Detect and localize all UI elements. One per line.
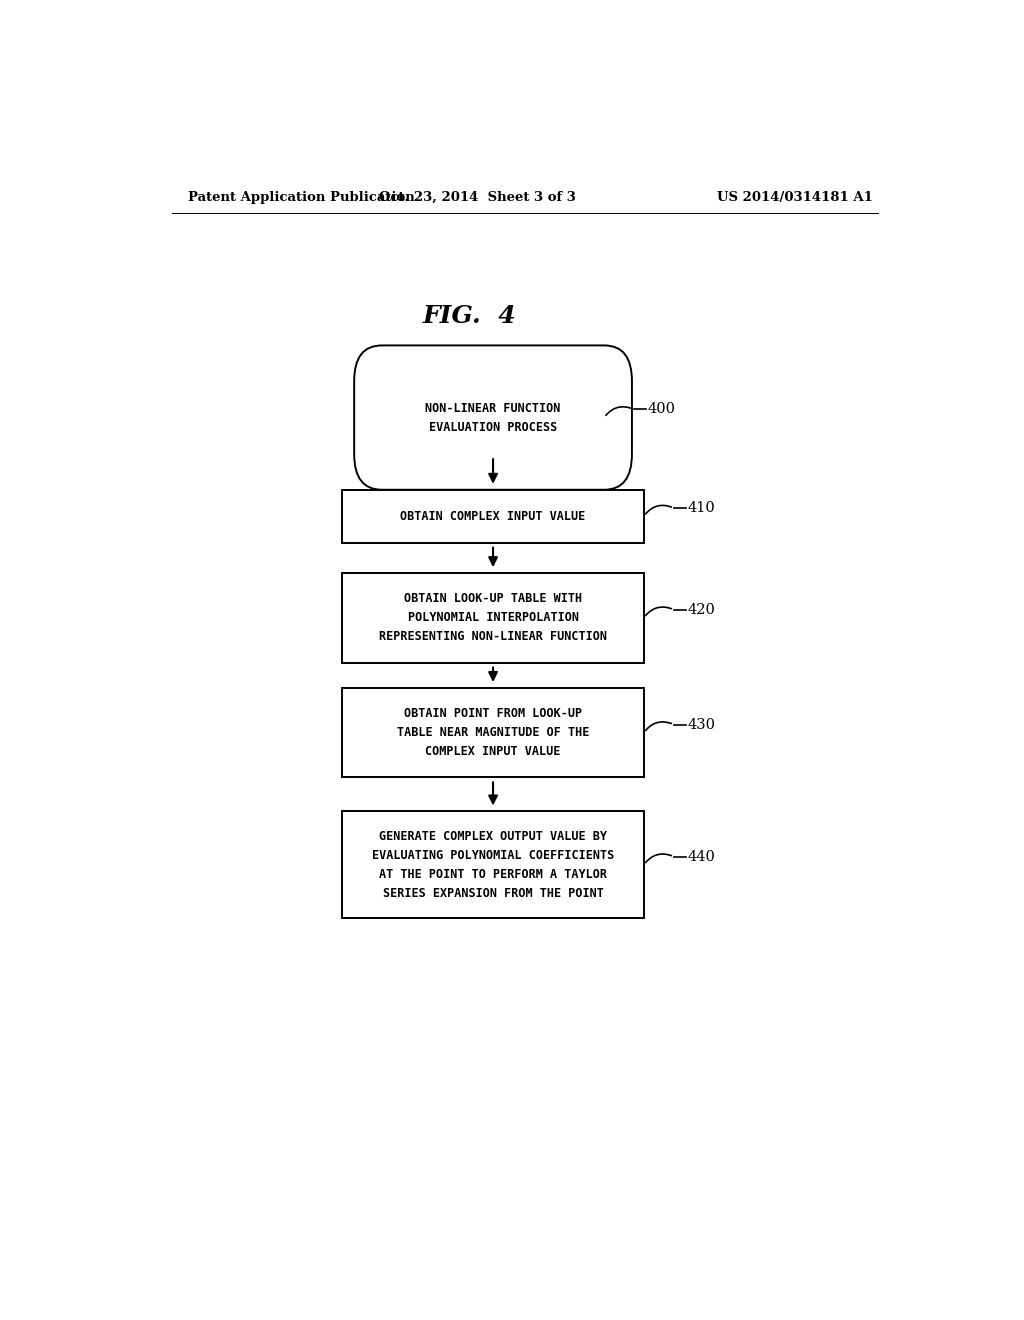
- Text: Patent Application Publication: Patent Application Publication: [187, 190, 415, 203]
- Text: GENERATE COMPLEX OUTPUT VALUE BY
EVALUATING POLYNOMIAL COEFFICIENTS
AT THE POINT: GENERATE COMPLEX OUTPUT VALUE BY EVALUAT…: [372, 830, 614, 900]
- Text: 430: 430: [687, 718, 716, 731]
- Text: US 2014/0314181 A1: US 2014/0314181 A1: [717, 190, 872, 203]
- FancyBboxPatch shape: [354, 346, 632, 490]
- Text: 410: 410: [687, 502, 715, 515]
- Text: OBTAIN LOOK-UP TABLE WITH
POLYNOMIAL INTERPOLATION
REPRESENTING NON-LINEAR FUNCT: OBTAIN LOOK-UP TABLE WITH POLYNOMIAL INT…: [379, 593, 607, 643]
- Text: OBTAIN COMPLEX INPUT VALUE: OBTAIN COMPLEX INPUT VALUE: [400, 510, 586, 523]
- Text: OBTAIN POINT FROM LOOK-UP
TABLE NEAR MAGNITUDE OF THE
COMPLEX INPUT VALUE: OBTAIN POINT FROM LOOK-UP TABLE NEAR MAG…: [397, 708, 589, 758]
- Bar: [342, 812, 644, 919]
- Text: NON-LINEAR FUNCTION
EVALUATION PROCESS: NON-LINEAR FUNCTION EVALUATION PROCESS: [425, 401, 561, 433]
- Text: FIG.  4: FIG. 4: [423, 304, 516, 327]
- Text: Oct. 23, 2014  Sheet 3 of 3: Oct. 23, 2014 Sheet 3 of 3: [379, 190, 575, 203]
- Bar: [342, 573, 644, 663]
- Bar: [342, 490, 644, 543]
- Text: 400: 400: [648, 403, 676, 416]
- Text: 420: 420: [687, 603, 716, 616]
- Bar: [342, 688, 644, 777]
- Text: 440: 440: [687, 850, 716, 863]
